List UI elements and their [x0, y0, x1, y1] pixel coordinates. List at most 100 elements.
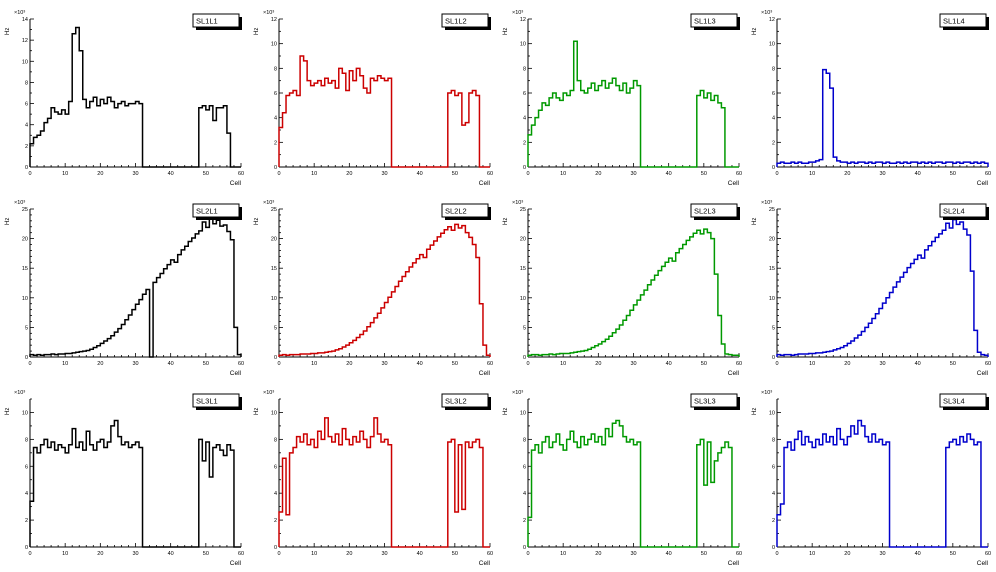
y-exponent-label: ×10³ — [14, 10, 25, 16]
x-axis-title: Cell — [728, 560, 740, 567]
x-tick-label: 10 — [809, 171, 815, 177]
x-tick-label: 30 — [132, 551, 138, 557]
y-tick-label: 10 — [271, 296, 277, 302]
x-tick-label: 40 — [666, 361, 672, 367]
y-axis-title: Hz — [503, 218, 509, 225]
y-exponent-label: ×10³ — [761, 200, 772, 206]
x-tick-label: 40 — [168, 171, 174, 177]
y-tick-label: 15 — [22, 266, 28, 272]
x-tick-label: 10 — [560, 171, 566, 177]
histogram-step-line — [776, 419, 988, 548]
y-tick-label: 0 — [25, 165, 28, 171]
x-tick-label: 60 — [736, 361, 742, 367]
histogram-canvas: 0 5 10 15 20 25 0 10 20 30 40 50 60 Hz ×10³ Cell SL2L2 — [254, 200, 493, 377]
x-tick-label: 0 — [526, 551, 529, 557]
y-tick-label: 4 — [25, 491, 28, 497]
y-tick-label: 0 — [523, 355, 526, 361]
x-tick-label: 60 — [736, 171, 742, 177]
y-tick-label: 0 — [25, 545, 28, 551]
title-box — [441, 393, 489, 408]
y-tick-label: 6 — [25, 102, 28, 108]
y-tick-label: 4 — [523, 116, 526, 122]
y-tick-label: 10 — [769, 410, 775, 416]
x-tick-label: 10 — [809, 551, 815, 557]
x-tick-label: 30 — [879, 361, 885, 367]
x-tick-label: 10 — [62, 171, 68, 177]
y-tick-label: 5 — [25, 325, 28, 331]
histogram-step-line — [527, 228, 740, 357]
y-tick-label: 0 — [772, 545, 775, 551]
y-tick-label: 10 — [22, 59, 28, 65]
y-axis-title: Hz — [752, 408, 758, 415]
x-tick-label: 40 — [666, 551, 672, 557]
panel-title: SL1L4 — [943, 17, 965, 26]
y-axis-title: Hz — [752, 218, 758, 225]
histogram-canvas: 0 2 4 6 8 10 0 10 20 30 40 50 60 Hz ×10³ Cell SL3L3 — [503, 390, 742, 567]
x-tick-label: 50 — [203, 171, 209, 177]
histogram-panel-sl1l4: 0 2 4 6 8 10 12 0 10 20 30 40 50 60 Hz ×10³ Cell SL1L4 — [747, 1, 996, 191]
x-tick-label: 50 — [701, 551, 707, 557]
x-tick-label: 30 — [132, 361, 138, 367]
x-tick-label: 10 — [560, 361, 566, 367]
y-exponent-label: ×10³ — [512, 390, 523, 396]
x-tick-label: 60 — [487, 361, 493, 367]
x-tick-label: 20 — [346, 551, 352, 557]
y-tick-label: 0 — [772, 165, 775, 171]
x-tick-label: 40 — [168, 551, 174, 557]
y-tick-label: 6 — [772, 91, 775, 97]
x-tick-label: 40 — [666, 171, 672, 177]
y-tick-label: 25 — [520, 207, 526, 213]
x-tick-label: 40 — [417, 171, 423, 177]
y-axis-title: Hz — [503, 28, 509, 35]
x-axis-title: Cell — [977, 560, 989, 567]
x-tick-label: 10 — [311, 171, 317, 177]
x-tick-label: 40 — [168, 361, 174, 367]
title-box — [690, 13, 738, 28]
y-tick-label: 0 — [523, 545, 526, 551]
histogram-step-line — [527, 419, 739, 548]
histogram-canvas: 0 2 4 6 8 10 12 0 10 20 30 40 50 60 Hz ×10³ Cell SL1L3 — [503, 10, 742, 187]
x-tick-label: 60 — [238, 361, 244, 367]
x-tick-label: 30 — [381, 361, 387, 367]
histogram-step-line — [29, 419, 241, 548]
histogram-panel-sl3l2: 0 2 4 6 8 10 0 10 20 30 40 50 60 Hz ×10³ Cell SL3L2 — [249, 381, 498, 571]
y-tick-label: 0 — [25, 355, 28, 361]
histogram-canvas: 0 5 10 15 20 25 0 10 20 30 40 50 60 Hz ×10³ Cell SL2L1 — [5, 200, 244, 377]
x-tick-label: 10 — [560, 551, 566, 557]
x-tick-label: 20 — [595, 361, 601, 367]
x-tick-label: 20 — [97, 551, 103, 557]
x-tick-label: 50 — [452, 551, 458, 557]
x-tick-label: 30 — [381, 171, 387, 177]
x-tick-label: 40 — [417, 361, 423, 367]
y-exponent-label: ×10³ — [14, 390, 25, 396]
y-tick-label: 0 — [274, 545, 277, 551]
x-tick-label: 0 — [277, 361, 280, 367]
y-tick-label: 20 — [271, 237, 277, 243]
panel-title: SL2L1 — [196, 207, 218, 216]
y-axis-title: Hz — [752, 28, 758, 35]
title-box — [939, 393, 987, 408]
y-tick-label: 2 — [523, 518, 526, 524]
x-tick-label: 40 — [915, 361, 921, 367]
histogram-panel-sl3l4: 0 2 4 6 8 10 0 10 20 30 40 50 60 Hz ×10³ Cell SL3L4 — [747, 381, 996, 571]
y-tick-label: 6 — [274, 91, 277, 97]
title-box — [690, 393, 738, 408]
y-tick-label: 4 — [274, 116, 277, 122]
y-tick-label: 0 — [274, 355, 277, 361]
y-tick-label: 4 — [274, 491, 277, 497]
x-tick-label: 60 — [985, 361, 991, 367]
x-tick-label: 0 — [526, 361, 529, 367]
x-tick-label: 0 — [775, 361, 778, 367]
x-axis-title: Cell — [230, 370, 242, 377]
y-exponent-label: ×10³ — [761, 390, 772, 396]
y-tick-label: 0 — [523, 165, 526, 171]
panel-title: SL1L1 — [196, 17, 218, 26]
x-tick-label: 60 — [487, 171, 493, 177]
y-exponent-label: ×10³ — [263, 200, 274, 206]
histogram-canvas: 0 2 4 6 8 10 12 0 10 20 30 40 50 60 Hz ×10³ Cell SL1L4 — [752, 10, 991, 187]
title-box — [192, 203, 240, 218]
panel-title: SL3L4 — [943, 397, 965, 406]
x-axis-title: Cell — [728, 180, 740, 187]
panel-title: SL2L3 — [694, 207, 716, 216]
